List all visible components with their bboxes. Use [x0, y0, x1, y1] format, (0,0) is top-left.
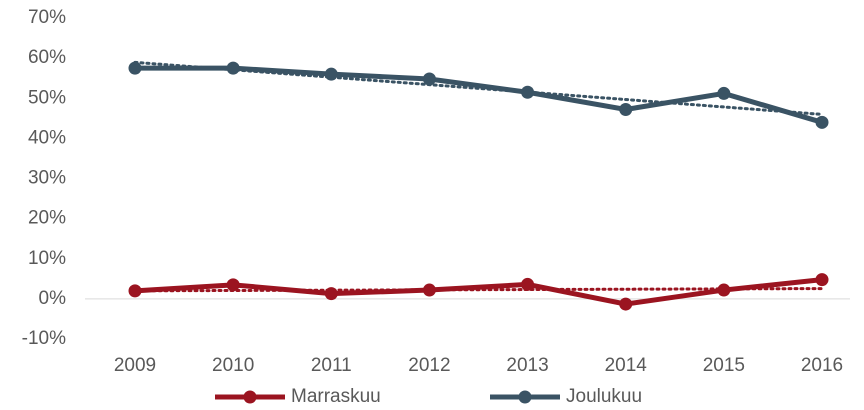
point [815, 115, 829, 129]
point [717, 283, 731, 297]
legend-marker [518, 390, 532, 404]
series-line [134, 277, 823, 307]
point [422, 283, 436, 297]
legend-label: Joulukuu [566, 386, 642, 407]
point [324, 67, 338, 81]
point [815, 273, 829, 287]
y-tick-label: 30% [28, 168, 66, 189]
y-tick-label: 50% [28, 87, 66, 108]
x-tick-label: 2013 [506, 355, 548, 376]
point [717, 86, 731, 100]
point [619, 102, 633, 116]
point [521, 277, 535, 291]
y-tick-label: 20% [28, 208, 66, 229]
point [128, 61, 142, 75]
y-tick-label: 60% [28, 47, 66, 68]
legend-label: Marraskuu [291, 386, 381, 407]
y-tick-label: 10% [28, 248, 66, 269]
y-tick-label: 40% [28, 127, 66, 148]
x-tick-label: 2015 [703, 355, 745, 376]
x-tick-label: 2009 [114, 355, 156, 376]
x-tick-label: 2012 [408, 355, 450, 376]
point [128, 284, 142, 298]
series-line [135, 65, 823, 125]
legend-marker [243, 390, 257, 404]
x-tick-label: 2010 [212, 355, 254, 376]
x-tick-label: 2016 [801, 355, 843, 376]
point [324, 287, 338, 301]
point [619, 297, 633, 311]
point [226, 278, 240, 292]
point [521, 85, 535, 99]
x-tick-label: 2014 [605, 355, 648, 376]
point [226, 61, 240, 75]
point [422, 72, 436, 86]
x-tick-label: 2011 [311, 355, 352, 376]
y-tick-label: 70% [28, 7, 66, 28]
y-tick-label: -10% [22, 328, 66, 349]
y-tick-label: 0% [39, 288, 67, 309]
